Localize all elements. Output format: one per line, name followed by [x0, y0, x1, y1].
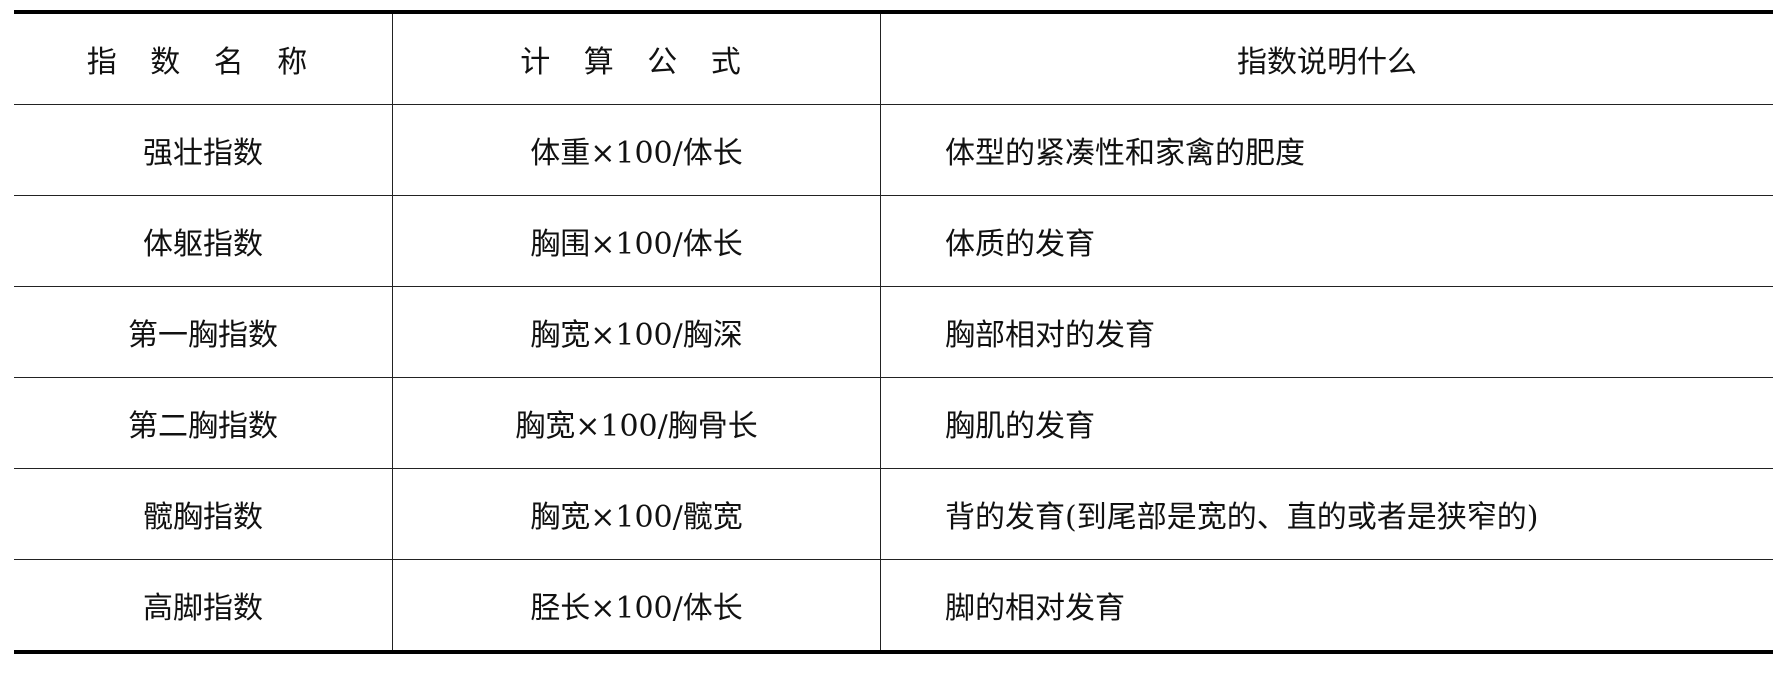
- index-meaning: 背的发育(到尾部是宽的、直的或者是狭窄的): [880, 468, 1773, 560]
- index-meaning: 胸部相对的发育: [880, 286, 1773, 378]
- header-index-name: 指 数 名 称: [14, 12, 393, 105]
- index-formula: 体重×100/体长: [392, 104, 881, 196]
- table-row: 第一胸指数 胸宽×100/胸深 胸部相对的发育: [14, 286, 1773, 378]
- index-meaning: 脚的相对发育: [945, 591, 1125, 626]
- index-table: 指 数 名 称 计 算 公 式 指数说明什么 强壮指数 体重×100/体长 体型…: [14, 10, 1773, 654]
- header-meaning: 指数说明什么: [880, 12, 1773, 105]
- table-row: 第二胸指数 胸宽×100/胸骨长 胸肌的发育: [14, 377, 1773, 469]
- index-meaning: 体型的紧凑性和家禽的肥度: [880, 104, 1773, 196]
- index-meaning: 体质的发育: [880, 195, 1773, 287]
- index-meaning: 胸肌的发育: [880, 377, 1773, 469]
- table-row: 强壮指数 体重×100/体长 体型的紧凑性和家禽的肥度: [14, 104, 1773, 196]
- index-formula: 胫长×100/体长: [392, 559, 881, 652]
- table-row: 体躯指数 胸围×100/体长 体质的发育: [14, 195, 1773, 287]
- index-name: 高脚指数: [14, 559, 393, 652]
- index-formula: 胸宽×100/髋宽: [392, 468, 881, 560]
- table-row: 髋胸指数 胸宽×100/髋宽 背的发育(到尾部是宽的、直的或者是狭窄的): [14, 468, 1773, 560]
- index-formula: 胸围×100/体长: [392, 195, 881, 287]
- index-name: 第一胸指数: [14, 286, 393, 378]
- index-name: 第二胸指数: [14, 377, 393, 469]
- header-row: 指 数 名 称 计 算 公 式 指数说明什么: [14, 12, 1773, 105]
- table-row: 高脚指数 胫长×100/体长 脚的相对发育: [14, 559, 1773, 652]
- index-name: 强壮指数: [14, 104, 393, 196]
- index-name: 体躯指数: [14, 195, 393, 287]
- index-formula: 胸宽×100/胸骨长: [392, 377, 881, 469]
- index-formula: 胸宽×100/胸深: [392, 286, 881, 378]
- index-name: 髋胸指数: [14, 468, 393, 560]
- header-formula: 计 算 公 式: [392, 12, 881, 105]
